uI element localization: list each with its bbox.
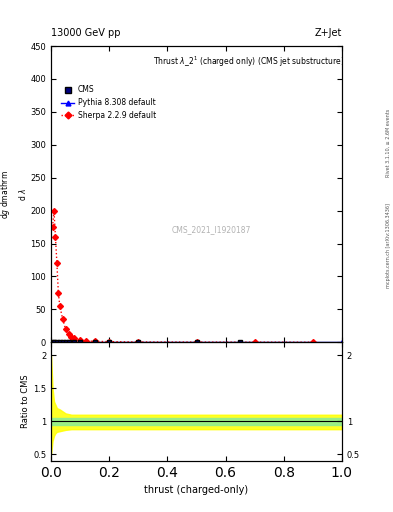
X-axis label: thrust (charged-only): thrust (charged-only) [145, 485, 248, 495]
Text: CMS_2021_I1920187: CMS_2021_I1920187 [171, 225, 251, 234]
Y-axis label: $\frac{1}{\mathrm{d}N}$ / $\mathrm{d}N$
$\mathrm{d}g$ $\mathrm{d}\mathrm{m}\math: $\frac{1}{\mathrm{d}N}$ / $\mathrm{d}N$ … [0, 170, 28, 219]
Legend: CMS, Pythia 8.308 default, Sherpa 2.2.9 default: CMS, Pythia 8.308 default, Sherpa 2.2.9 … [61, 86, 156, 120]
Text: 13000 GeV pp: 13000 GeV pp [51, 28, 121, 38]
Text: Thrust $\lambda\_2^1$ (charged only) (CMS jet substructure): Thrust $\lambda\_2^1$ (charged only) (CM… [153, 55, 344, 69]
Y-axis label: Ratio to CMS: Ratio to CMS [21, 375, 30, 429]
Text: Rivet 3.1.10, ≥ 2.6M events: Rivet 3.1.10, ≥ 2.6M events [386, 109, 391, 178]
Text: Z+Jet: Z+Jet [314, 28, 342, 38]
Text: mcplots.cern.ch [arXiv:1306.3436]: mcplots.cern.ch [arXiv:1306.3436] [386, 203, 391, 288]
